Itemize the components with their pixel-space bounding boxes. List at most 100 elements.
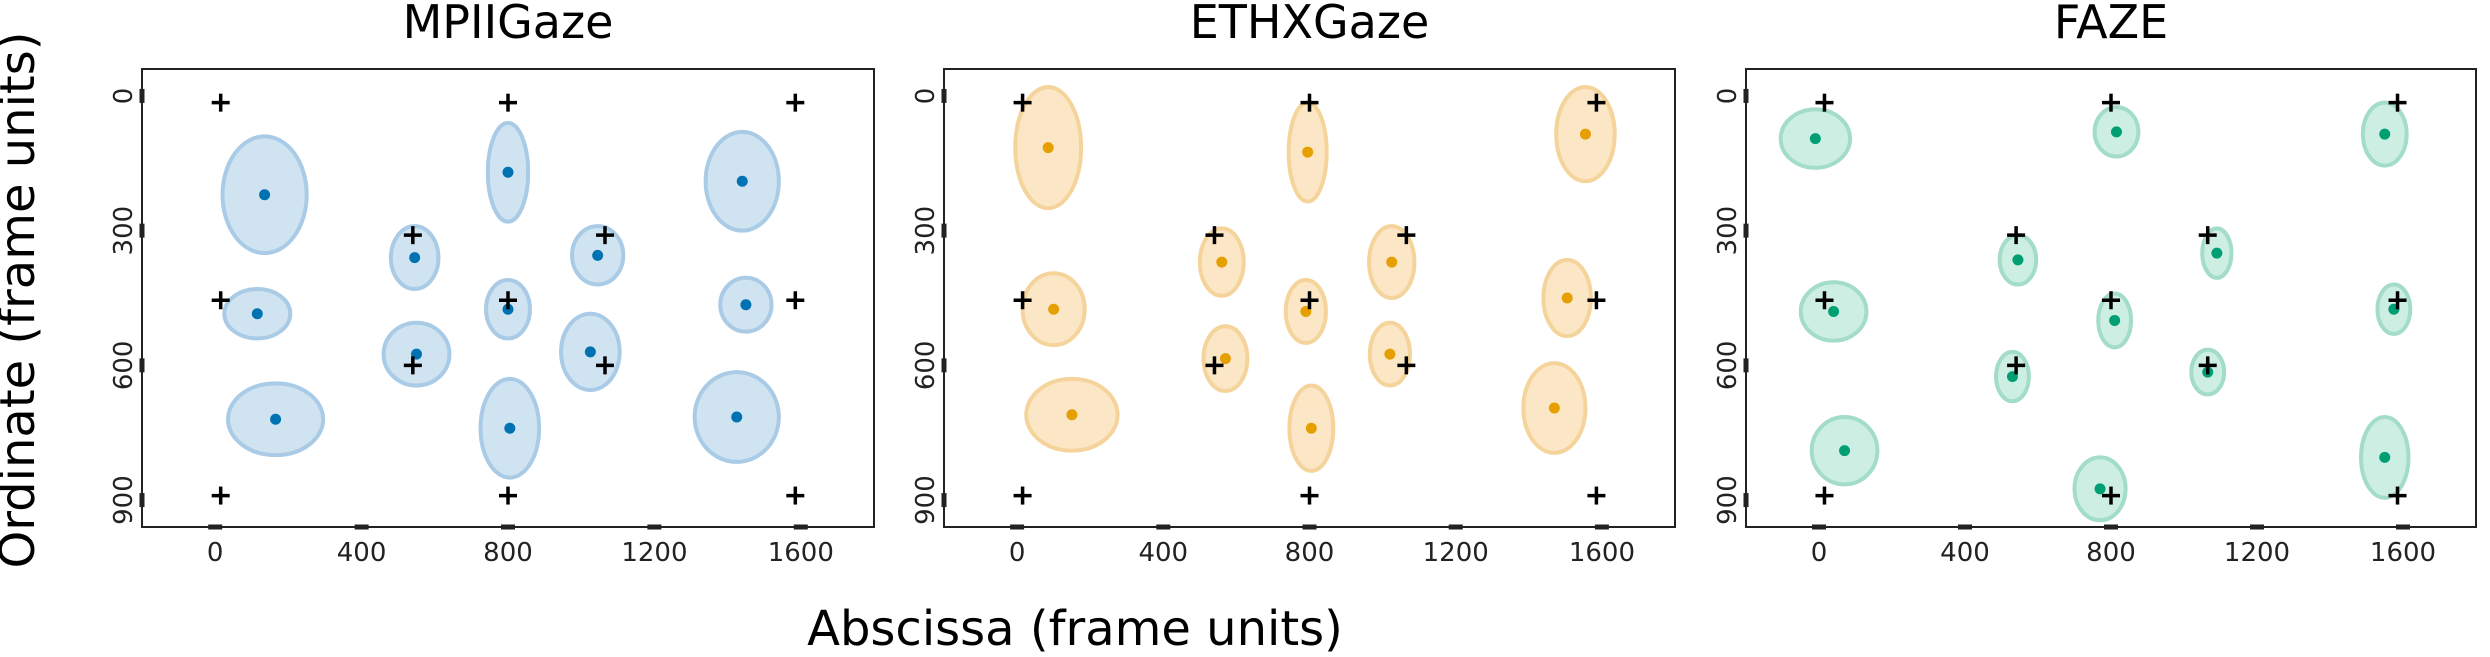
target-marker [1300,486,1319,505]
target-marker [1815,291,1834,310]
x-tick-label: 1600 [1569,538,1635,568]
x-tick-label: 800 [483,538,533,568]
mean-point [1561,292,1573,304]
target-marker [1013,93,1032,112]
target-marker [499,93,517,112]
y-tick-label: 600 [109,341,139,391]
target-marker [2388,291,2407,310]
target-marker [1300,93,1319,112]
mean-point [1384,348,1396,360]
mean-point [1839,445,1851,457]
mean-point [1066,409,1078,421]
mean-point [584,346,596,358]
target-marker [403,356,422,375]
mean-point [2379,128,2391,140]
x-tick-label: 400 [1138,538,1188,568]
mean-point [2109,314,2121,326]
mean-point [592,249,604,261]
mean-point [504,422,516,434]
panel-title: ETHXGaze [1190,0,1430,49]
target-marker [2007,226,2026,245]
mean-point [251,308,263,320]
mean-point [740,299,752,311]
target-marker [211,93,230,112]
target-marker [1587,291,1606,310]
y-axis-label: Ordinate (frame units) [0,32,46,569]
panel-title: MPIIGaze [403,0,614,49]
target-marker [2007,356,2026,375]
mean-point [1042,142,1054,154]
target-marker [595,226,614,245]
x-tick-label: 1200 [621,538,687,568]
mean-point [1216,256,1228,268]
x-tick-label: 400 [1940,538,1990,568]
target-marker [786,486,805,505]
x-tick-label: 800 [2086,538,2136,568]
y-tick-label: 0 [1713,88,1743,105]
mean-point [2012,254,2024,266]
mean-point [259,189,271,201]
mean-point [270,413,282,425]
target-marker [2198,226,2217,245]
mean-point [1305,422,1317,434]
mean-point [1828,305,1840,317]
y-tick-label: 900 [1713,475,1743,525]
mean-point [409,252,421,264]
x-tick-label: 0 [1811,538,1828,568]
y-tick-label: 300 [109,206,139,256]
panel-title: FAZE [2054,0,2168,49]
x-tick-label: 0 [207,538,224,568]
target-marker [1013,486,1032,505]
target-marker [2102,93,2120,112]
x-tick-label: 1600 [2370,538,2436,568]
mean-point [1809,133,1821,145]
target-marker [1815,486,1834,505]
y-tick-label: 600 [911,341,941,391]
target-marker [595,356,614,375]
mean-point [1302,146,1314,158]
mean-point [731,411,743,423]
target-marker [2388,93,2407,112]
target-marker [1587,93,1606,112]
mean-point [2094,483,2106,495]
target-marker [1205,356,1224,375]
y-tick-label: 900 [109,475,139,525]
mean-point [1579,128,1591,140]
mean-point [1548,402,1560,414]
target-marker [1013,291,1032,310]
panel-1: MPIIGaze 0 400 800 1200 1600 0 300 600 900 [109,0,875,568]
panel-3: FAZE 0 400 800 1200 1600 0 300 600 900 [1713,0,2477,568]
mean-point [2379,451,2391,463]
target-marker [1397,226,1416,245]
y-tick-label: 900 [911,475,941,525]
mean-point [2110,126,2122,138]
target-marker [1300,291,1319,310]
target-marker [211,291,230,310]
x-tick-label: 0 [1009,538,1026,568]
x-tick-label: 1200 [2224,538,2290,568]
target-marker [499,291,517,310]
target-marker [1587,486,1606,505]
mean-point [1048,303,1060,315]
target-marker [786,93,805,112]
panel-2: ETHXGaze 0 400 800 1200 1600 0 300 600 900 [911,0,1676,568]
target-marker [1397,356,1416,375]
x-axis-label: Abscissa (frame units) [807,601,1343,657]
y-tick-label: 0 [911,88,941,105]
y-tick-label: 300 [911,206,941,256]
target-marker [2388,486,2407,505]
target-marker [403,226,422,245]
target-marker [786,291,805,310]
x-tick-label: 400 [337,538,387,568]
y-tick-label: 600 [1713,341,1743,391]
x-tick-label: 800 [1285,538,1335,568]
y-tick-label: 300 [1713,206,1743,256]
mean-point [1386,256,1398,268]
y-tick-label: 0 [109,88,139,105]
target-marker [211,486,230,505]
target-marker [1815,93,1834,112]
mean-point [502,166,514,178]
mean-point [736,175,748,187]
mean-point [2211,247,2223,259]
